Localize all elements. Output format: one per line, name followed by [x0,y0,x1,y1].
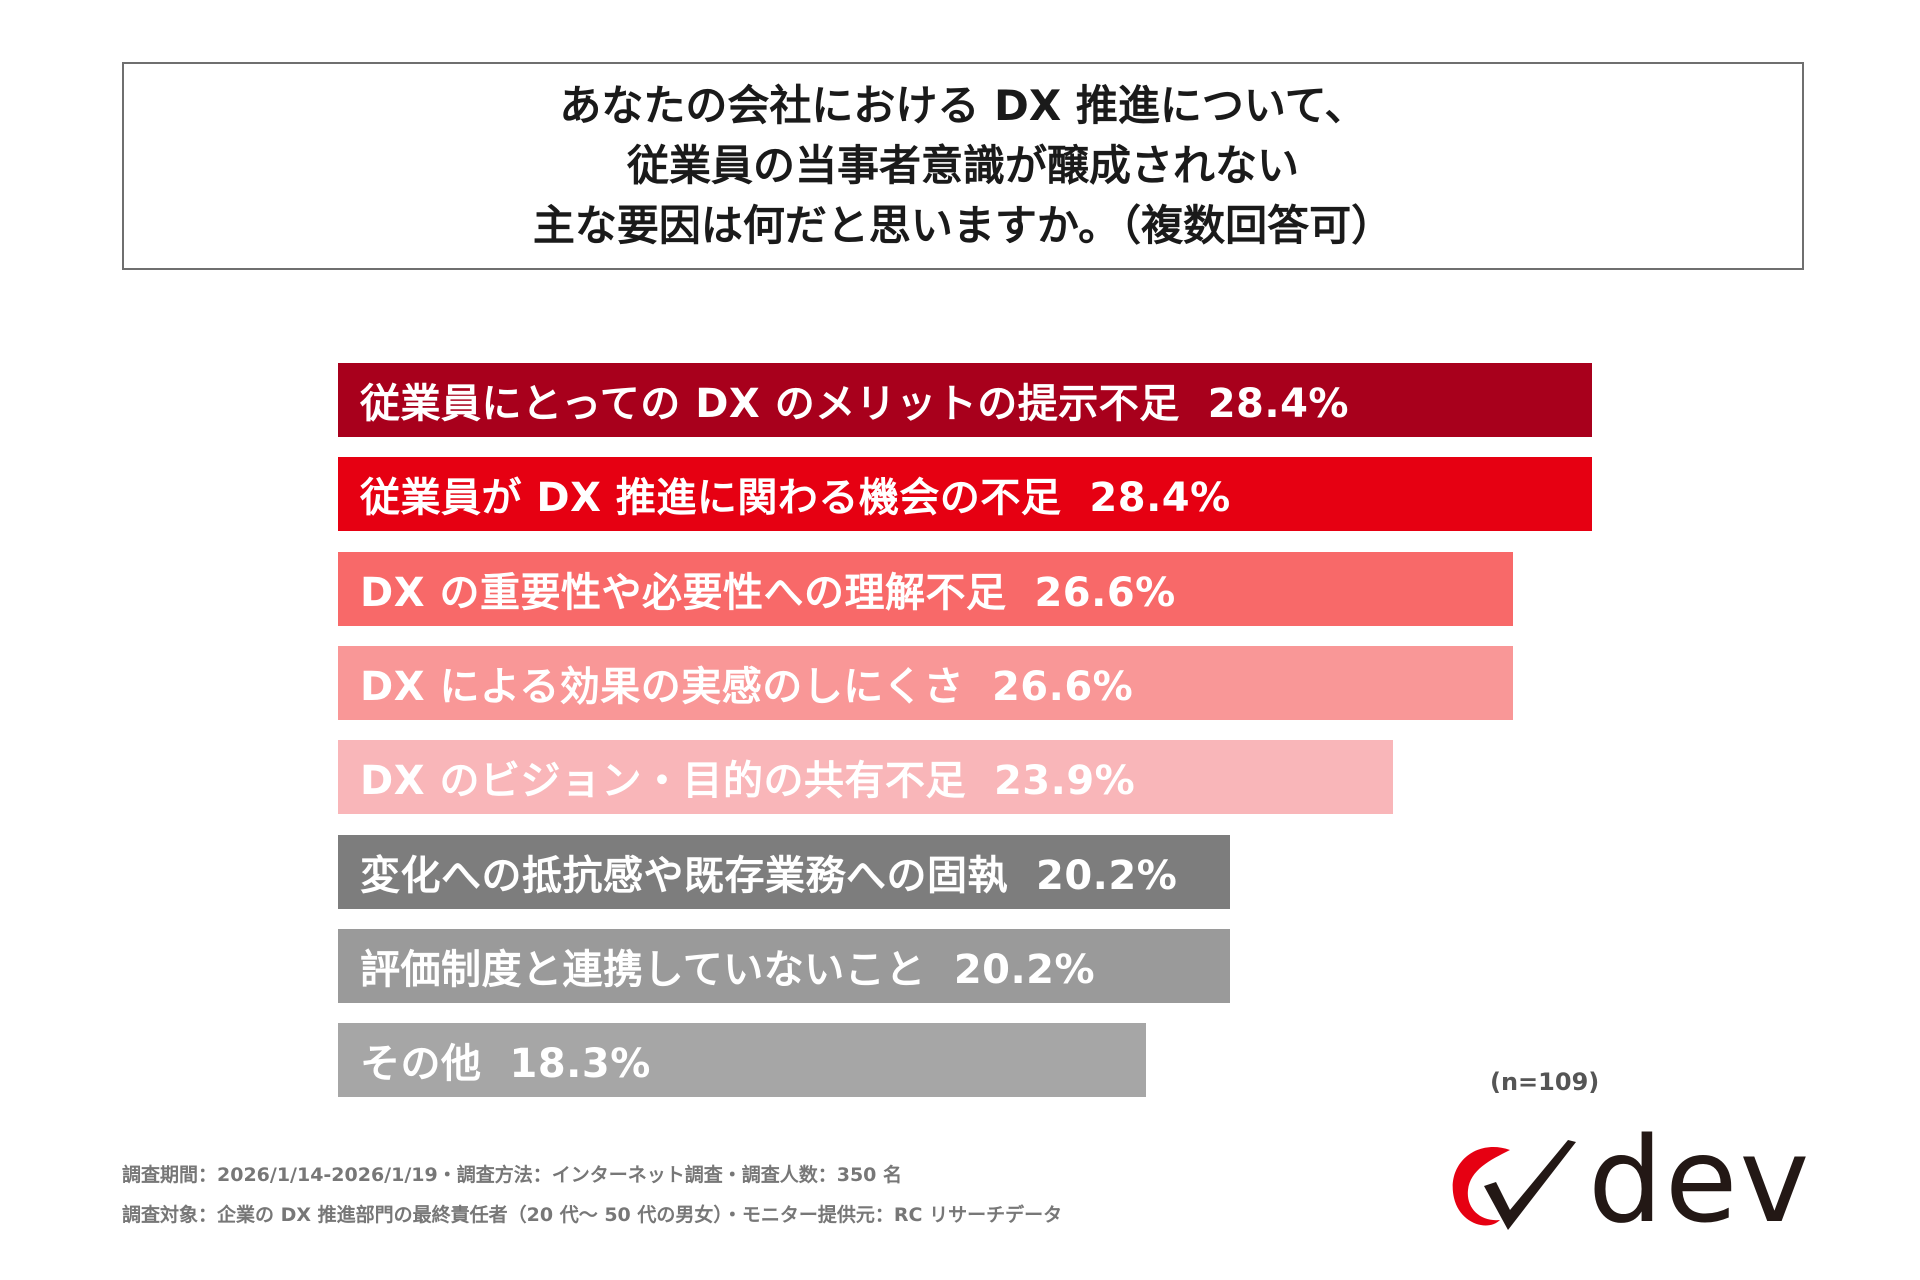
bar-label-4: DX による効果の実感のしにくさ 26.6% [360,654,1133,712]
bar-value-label: 28.4% [1089,475,1231,521]
dev-logo: dev [1440,1120,1820,1248]
survey-target-footnote: 調査対象：企業の DX 推進部門の最終責任者（20 代～ 50 代の男女）・モニ… [122,1204,1063,1226]
bar-2: 従業員が DX 推進に関わる機会の不足 28.4% [338,457,1592,531]
bar-value-label: 26.6% [991,664,1134,710]
bar-1: 従業員にとっての DX のメリットの提示不足 28.4% [338,363,1592,437]
bar-value-label: 26.6% [1034,570,1176,616]
bar-label-6: 変化への抵抗感や既存業務への固執 20.2% [360,843,1177,901]
bar-5: DX のビジョン・目的の共有不足 23.9% [338,740,1393,814]
chart-title-line-3: 主な要因は何だと思いますか。（複数回答可） [532,201,1394,250]
bar-chart: 従業員にとっての DX のメリットの提示不足 28.4% 従業員が DX 推進に関わ… [338,363,1638,1103]
bar-6: 変化への抵抗感や既存業務への固執 20.2% [338,835,1230,909]
bar-category-label: DX のビジョン・目的の共有不足 [360,758,966,804]
bar-category-label: 従業員が DX 推進に関わる機会の不足 [360,475,1062,521]
bar-category-label: 評価制度と連携していないこと [360,947,926,993]
bar-label-2: 従業員が DX 推進に関わる機会の不足 28.4% [360,465,1231,523]
sample-size-label: (n=109) [1490,1068,1600,1096]
bar-value-label: 23.9% [993,758,1136,804]
bar-7: 評価制度と連携していないこと 20.2% [338,929,1230,1003]
bar-label-7: 評価制度と連携していないこと 20.2% [360,937,1095,995]
bar-value-label: 20.2% [953,947,1096,993]
chart-title-box: あなたの会社における DX 推進について、 従業員の当事者意識が醸成されない 主… [122,62,1804,270]
bar-label-3: DX の重要性や必要性への理解不足 26.6% [360,560,1176,618]
chart-title-line-1: あなたの会社における DX 推進について、 [559,81,1367,130]
bar-category-label: 従業員にとっての DX のメリットの提示不足 [360,381,1180,427]
chart-title-line-2: 従業員の当事者意識が醸成されない [626,141,1299,190]
bar-label-8: その他 18.3% [360,1031,651,1089]
bar-label-5: DX のビジョン・目的の共有不足 23.9% [360,748,1135,806]
bar-label-1: 従業員にとっての DX のメリットの提示不足 28.4% [360,371,1349,429]
check-swoosh-icon [1452,1140,1576,1230]
logo-swoosh-red [1452,1147,1510,1226]
bar-category-label: DX の重要性や必要性への理解不足 [360,570,1007,616]
bar-8: その他 18.3% [338,1023,1146,1097]
bar-3: DX の重要性や必要性への理解不足 26.6% [338,552,1513,626]
bar-category-label: その他 [360,1041,482,1087]
bar-4: DX による効果の実感のしにくさ 26.6% [338,646,1513,720]
bar-category-label: 変化への抵抗感や既存業務への固執 [360,853,1008,899]
logo-wordmark: dev [1588,1111,1812,1249]
bar-value-label: 20.2% [1036,853,1178,899]
bar-value-label: 28.4% [1207,381,1349,427]
bar-value-label: 18.3% [509,1041,651,1087]
survey-period-footnote: 調査期間：2026/1/14-2026/1/19・調査方法：インターネット調査・… [122,1164,903,1186]
logo-swoosh-dark [1484,1140,1576,1230]
bar-category-label: DX による効果の実感のしにくさ [360,664,964,710]
